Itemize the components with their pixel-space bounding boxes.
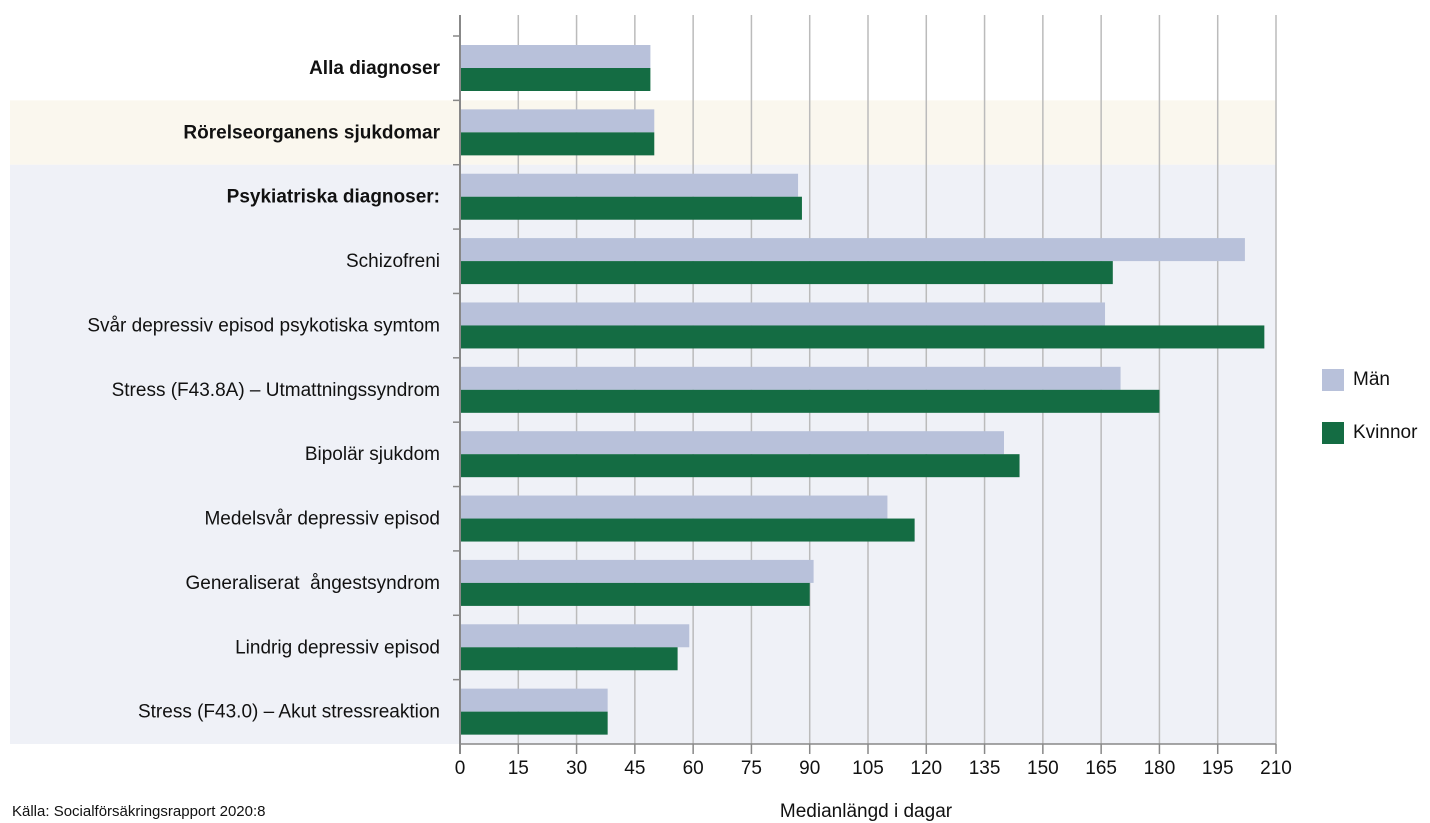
y-tick-label: Lindrig depressiv episod (235, 637, 440, 658)
bar (460, 582, 810, 606)
x-tick-label: 30 (566, 758, 587, 779)
legend-swatch (1322, 422, 1344, 444)
plot: 0 15 30 45 60 75 90 105 120 135 150 165 180 195 210 All… (10, 15, 1418, 779)
x-tick-label: 45 (624, 758, 645, 779)
x-tick-label: 15 (508, 758, 529, 779)
bar (460, 431, 1004, 455)
bar (460, 302, 1106, 326)
x-tick-label: 75 (741, 758, 762, 779)
x-tick-label: 105 (852, 758, 884, 779)
bar (460, 238, 1245, 262)
bar (460, 518, 915, 542)
bar (460, 647, 678, 671)
x-tick-label: 195 (1202, 758, 1234, 779)
legend-label: Män (1353, 369, 1390, 390)
y-tick-label: Stress (F43.0) – Akut stressreaktion (138, 702, 440, 723)
bar (460, 68, 651, 91)
y-tick-label: Generaliserat ångestsyndrom (185, 573, 440, 594)
bar (460, 495, 888, 519)
legend-label: Kvinnor (1353, 422, 1418, 443)
bar (460, 173, 799, 197)
bar (460, 624, 690, 648)
x-tick-label: 120 (910, 758, 942, 779)
x-tick-label: 0 (455, 758, 466, 779)
x-tick-label: 90 (799, 758, 820, 779)
y-tick-label: Rörelseorganens sjukdomar (183, 122, 440, 143)
bar (460, 389, 1160, 413)
x-tick-label: 60 (683, 758, 704, 779)
legend-swatch (1322, 369, 1344, 391)
bar (460, 196, 802, 220)
y-tick-label: Psykiatriska diagnoser: (227, 187, 440, 208)
bar (460, 109, 655, 133)
bar (460, 325, 1265, 349)
bar (460, 454, 1020, 478)
x-tick-label: 210 (1260, 758, 1292, 779)
x-tick-label: 165 (1085, 758, 1117, 779)
y-tick-label: Alla diagnoser (309, 58, 441, 79)
x-tick-label: 180 (1144, 758, 1176, 779)
y-tick-label: Stress (F43.8A) – Utmattningssyndrom (112, 380, 440, 401)
y-tick-label: Medelsvår depressiv episod (204, 509, 440, 530)
y-tick-label: Svår depressiv episod psykotiska symtom (87, 315, 440, 336)
x-tick-label: 150 (1027, 758, 1059, 779)
bar (460, 559, 814, 583)
bar (460, 711, 608, 735)
bar (460, 132, 655, 156)
y-tick-label: Bipolär sjukdom (305, 444, 440, 465)
bar (460, 688, 608, 712)
y-tick-label: Schizofreni (346, 251, 440, 272)
source-note: Källa: Socialförsäkringsrapport 2020:8 (12, 803, 265, 820)
bar (460, 366, 1121, 390)
x-tick-label: 135 (969, 758, 1001, 779)
bar (460, 45, 651, 68)
bar (460, 261, 1113, 285)
x-axis-label: Medianlängd i dagar (780, 801, 953, 822)
